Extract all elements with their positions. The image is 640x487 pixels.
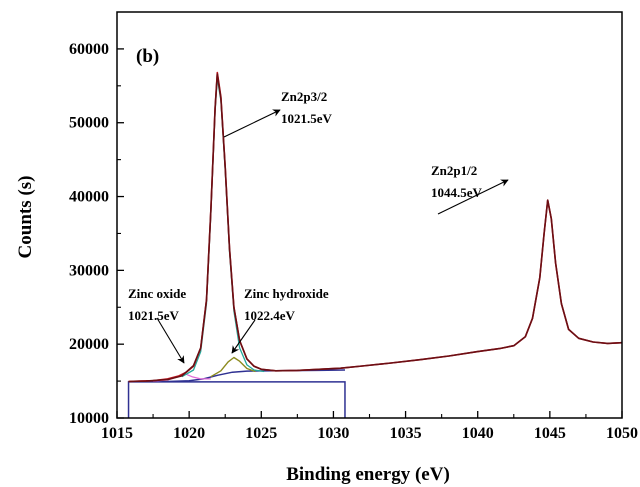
annotation-label: 1021.5eV [281,111,333,126]
annotation-layer: Zn2p3/2 1021.5eV Zn2p1/2 1044.5eV Zinc oxide… [128,89,509,364]
annotation-arrow [437,179,509,215]
series-zinc_hydroxide [210,356,256,378]
x-tick-label: 1020 [173,425,205,442]
x-tick-label: 1015 [101,425,133,442]
x-tick-label: 1045 [534,425,566,442]
series-fit [128,73,623,383]
annotation-label: 1022.4eV [244,308,296,323]
x-tick-label: 1040 [462,425,494,442]
annotation-arrow [156,317,185,364]
x-tick-label: 1050 [606,425,638,442]
y-tick-label: 50000 [69,115,109,132]
y-tick-label: 20000 [69,336,109,353]
x-axis-title: Binding energy (eV) [286,464,450,485]
y-tick-label: 40000 [69,189,109,206]
annotation-arrow [231,319,256,354]
annotation-label: Zinc oxide [128,286,186,301]
x-tick-label: 1025 [245,425,277,442]
x-tick-label: 1030 [317,425,349,442]
annotation-label: Zn2p3/2 [281,89,327,104]
background-region [127,381,346,418]
panel-label: (b) [136,46,159,67]
y-axis-title: Counts (s) [15,176,36,259]
annotation-arrow [223,109,281,138]
y-tick-label: 60000 [69,41,109,58]
x-tick-label: 1035 [390,425,422,442]
annotation-label: 1021.5eV [128,308,180,323]
annotation-label: Zinc hydroxide [244,286,329,301]
axes-layer: 1015 1020 1025 1030 1035 1040 1045 1050 10000 200… [69,41,638,442]
series-layer [127,71,623,418]
annotation-label: 1044.5eV [431,185,483,200]
annotation-label: Zn2p1/2 [431,163,477,178]
y-tick-label: 10000 [69,410,109,427]
y-tick-label: 30000 [69,262,109,279]
